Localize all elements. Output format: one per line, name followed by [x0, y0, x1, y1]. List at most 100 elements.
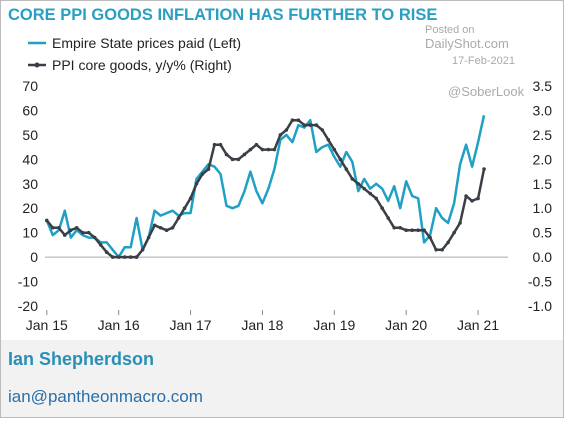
- point: [416, 228, 420, 233]
- point: [272, 147, 277, 152]
- point: [362, 186, 367, 191]
- y-tick-label: 60: [22, 102, 38, 118]
- point: [410, 228, 414, 233]
- watermark: Posted on: [425, 24, 475, 36]
- point: [152, 223, 157, 228]
- legend-marker: [34, 62, 40, 68]
- point: [140, 247, 145, 252]
- point: [248, 147, 253, 152]
- point: [80, 230, 85, 235]
- x-tick-label: Jan 21: [457, 317, 499, 333]
- x-tick-label: Jan 19: [313, 317, 355, 333]
- y-tick-label: 20: [22, 200, 38, 216]
- point: [284, 128, 289, 132]
- point: [56, 225, 61, 230]
- point: [350, 177, 355, 181]
- point: [224, 152, 229, 157]
- point: [398, 225, 402, 230]
- point: [188, 196, 193, 201]
- point: [344, 167, 349, 171]
- footer-name: Ian Shepherdson: [8, 349, 154, 369]
- point: [242, 152, 247, 157]
- y2-tick-label: 1.0: [533, 200, 553, 216]
- point: [452, 230, 456, 235]
- y-tick-label: 30: [22, 176, 38, 192]
- point: [236, 157, 241, 162]
- footer-band: [1, 340, 563, 417]
- point: [332, 147, 337, 152]
- point: [308, 123, 313, 127]
- y2-tick-label: 0.0: [533, 249, 553, 265]
- point: [296, 118, 301, 123]
- point: [194, 181, 199, 186]
- point: [386, 216, 391, 220]
- point: [428, 235, 432, 240]
- y2-tick-label: 0.5: [533, 225, 553, 241]
- point: [212, 142, 217, 147]
- point: [476, 196, 480, 201]
- y-tick-label: 50: [22, 127, 38, 143]
- x-tick-label: Jan 20: [385, 317, 427, 333]
- chart-title: CORE PPI GOODS INFLATION HAS FURTHER TO …: [8, 6, 437, 24]
- point: [368, 191, 373, 196]
- y2-tick-label: 2.0: [533, 151, 553, 167]
- point: [254, 142, 259, 147]
- point: [200, 172, 205, 176]
- point: [356, 181, 361, 186]
- point: [164, 228, 169, 233]
- y-tick-label: -10: [18, 274, 38, 290]
- x-tick-label: Jan 17: [170, 317, 212, 333]
- series-line: [45, 115, 486, 259]
- point: [206, 167, 211, 171]
- point: [182, 206, 187, 211]
- y-tick-label: 10: [22, 225, 38, 241]
- legend-label: Empire State prices paid (Left): [52, 35, 241, 51]
- point: [470, 199, 474, 203]
- point: [392, 225, 396, 230]
- y-tick-label: 0: [30, 249, 38, 265]
- point: [110, 255, 115, 259]
- point: [260, 147, 265, 152]
- point: [338, 157, 343, 162]
- point: [44, 218, 49, 223]
- point: [98, 243, 103, 247]
- y2-tick-label: -1.0: [528, 298, 552, 314]
- point: [230, 157, 235, 162]
- y-tick-label: -20: [18, 298, 38, 314]
- y2-tick-label: 1.5: [533, 176, 553, 192]
- point: [482, 167, 486, 171]
- x-tick-label: Jan 16: [98, 317, 140, 333]
- watermark: 17-Feb-2021: [452, 55, 515, 67]
- y-tick-label: 40: [22, 151, 38, 167]
- point: [422, 228, 426, 233]
- point: [446, 240, 450, 245]
- point: [122, 255, 127, 259]
- point: [290, 118, 295, 123]
- point: [86, 230, 91, 235]
- point: [434, 247, 438, 252]
- point: [314, 123, 319, 127]
- point: [104, 250, 109, 255]
- point: [134, 255, 139, 259]
- point: [326, 137, 331, 142]
- point: [218, 142, 223, 147]
- y2-tick-label: 2.5: [533, 127, 553, 143]
- point: [458, 221, 462, 225]
- y2-tick-label: 3.5: [533, 78, 553, 94]
- point: [158, 225, 163, 230]
- point: [374, 196, 379, 201]
- x-tick-label: Jan 18: [241, 317, 283, 333]
- x-tick-label: Jan 15: [26, 317, 68, 333]
- point: [278, 133, 283, 137]
- point: [62, 233, 67, 237]
- point: [92, 235, 97, 240]
- point: [50, 225, 55, 230]
- watermark: DailyShot.com: [425, 36, 509, 51]
- legend-label: PPI core goods, y/y% (Right): [52, 57, 232, 73]
- point: [464, 194, 468, 198]
- point: [404, 228, 408, 233]
- point: [380, 206, 385, 211]
- point: [302, 123, 307, 127]
- point: [68, 228, 73, 233]
